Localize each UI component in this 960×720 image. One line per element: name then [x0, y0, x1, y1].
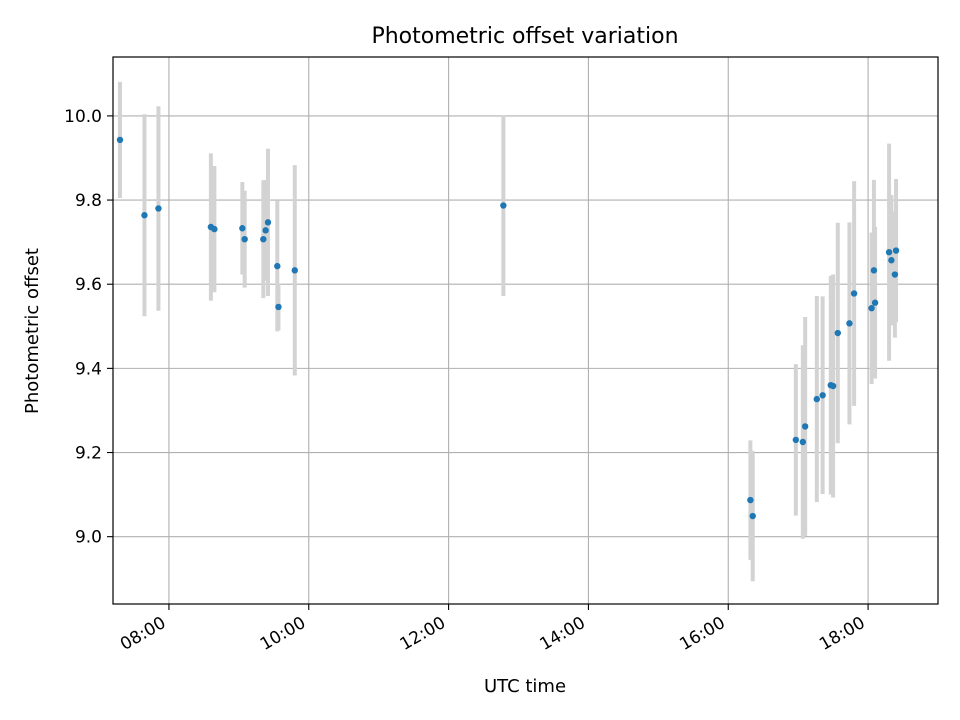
data-point — [264, 219, 272, 226]
plot-frame — [112, 56, 939, 605]
data-point — [813, 395, 821, 403]
y-tick-label: 9.0 — [75, 528, 102, 548]
data-point — [801, 423, 809, 430]
data-point — [868, 304, 875, 312]
data-point — [116, 136, 124, 144]
grid-lines — [113, 57, 938, 604]
data-point — [891, 271, 899, 278]
y-tick-label: 10.0 — [64, 107, 102, 127]
data-point — [241, 235, 248, 243]
plot-area — [113, 57, 938, 604]
data-point — [749, 512, 756, 520]
data-point — [500, 202, 507, 209]
data-point — [888, 257, 895, 264]
data-point — [211, 225, 218, 233]
x-axis-label: UTC time — [484, 676, 566, 697]
data-point — [819, 392, 826, 399]
y-axis: 9.0 9.2 9.4 9.6 9.8 10.0 — [64, 107, 113, 548]
data-point — [155, 205, 162, 212]
data-point — [141, 212, 148, 219]
data-point — [792, 436, 800, 444]
data-point — [239, 225, 246, 232]
data-point — [834, 329, 841, 337]
data-point — [885, 249, 893, 256]
data-points — [116, 136, 900, 520]
data-point — [262, 227, 269, 234]
y-tick-label: 9.8 — [75, 191, 102, 211]
data-point — [850, 290, 858, 297]
data-point — [291, 267, 298, 274]
data-point — [747, 496, 754, 504]
data-point — [260, 235, 267, 243]
y-tick-label: 9.4 — [75, 359, 102, 379]
data-point — [871, 299, 879, 306]
data-point — [275, 303, 282, 311]
data-point — [829, 382, 837, 390]
data-point — [799, 438, 807, 446]
data-point — [870, 267, 878, 274]
y-tick-label: 9.2 — [75, 444, 102, 464]
y-tick-label: 9.6 — [75, 275, 102, 295]
data-point — [892, 247, 900, 254]
data-point — [846, 320, 853, 327]
chart-title: Photometric offset variation — [371, 24, 678, 49]
y-axis-label: Photometric offset — [22, 248, 43, 414]
data-point — [274, 262, 281, 270]
